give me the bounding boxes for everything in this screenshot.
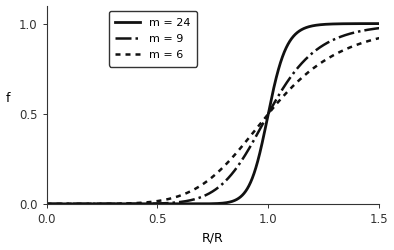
m = 9 [377,27,381,30]
m = 6 [172,196,177,199]
m = 9 [370,28,375,30]
m = 6 [377,37,381,40]
Line: m = 9: m = 9 [46,28,379,204]
m = 9 [44,202,49,205]
m = 9 [102,202,107,205]
X-axis label: R/R: R/R [202,232,224,244]
m = 24 [82,202,87,205]
m = 6 [44,202,49,205]
m = 6 [370,38,375,41]
m = 24 [186,202,191,205]
m = 6 [186,191,191,194]
m = 24 [44,202,49,205]
Y-axis label: f: f [6,92,10,105]
m = 24 [102,202,107,205]
m = 24 [172,202,177,205]
Legend: m = 24, m = 9, m = 6: m = 24, m = 9, m = 6 [109,11,197,67]
m = 24 [377,22,381,25]
Line: m = 6: m = 6 [46,38,379,204]
m = 9 [186,199,191,202]
m = 9 [172,201,177,204]
m = 9 [82,202,87,205]
m = 24 [335,22,339,25]
m = 9 [335,37,339,40]
m = 6 [102,202,107,205]
Line: m = 24: m = 24 [46,24,379,204]
m = 24 [370,22,375,25]
m = 6 [335,52,339,55]
m = 6 [82,202,87,205]
